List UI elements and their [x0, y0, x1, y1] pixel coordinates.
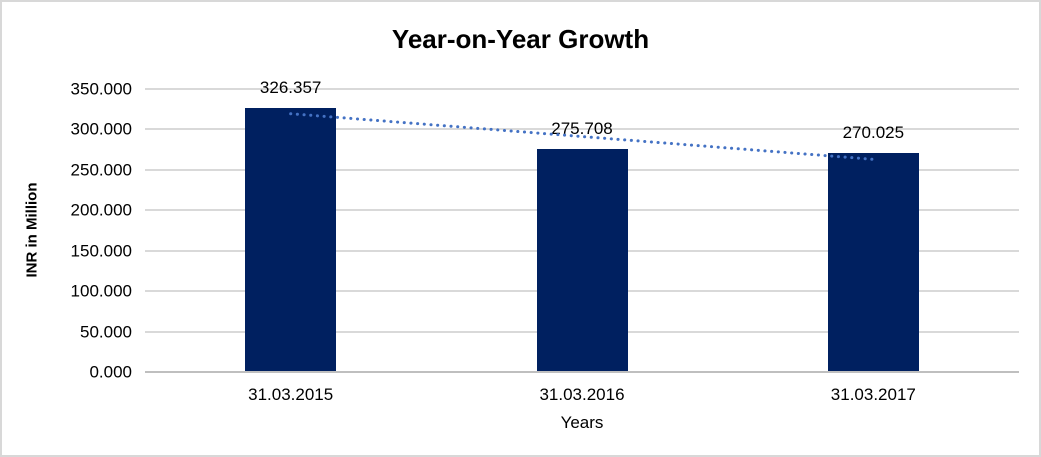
gridline [145, 87, 1019, 90]
y-axis-title: INR in Million [23, 182, 41, 278]
bar [827, 153, 919, 371]
y-tick-label: 50.000 [80, 322, 132, 341]
x-tick-label: 31.03.2015 [248, 385, 334, 404]
x-tick-label: 31.03.2017 [830, 385, 916, 404]
y-tick-label: 0.000 [89, 362, 132, 382]
y-tick-label: 200.000 [70, 200, 132, 220]
y-tick-label: 350.000 [70, 79, 132, 98]
bar-value-label: 275.708 [551, 118, 613, 138]
x-axis-line [145, 371, 1019, 373]
bar [536, 148, 628, 371]
y-tick-label: 300.000 [70, 119, 132, 139]
y-tick-label: 100.000 [70, 281, 132, 301]
bar-value-label: 270.025 [842, 123, 905, 143]
y-tick-label: 250.000 [70, 160, 132, 179]
bar [245, 107, 337, 371]
y-tick-label: 150.000 [70, 241, 132, 260]
x-axis-title: Years [560, 413, 604, 432]
x-tick-label: 31.03.2016 [539, 385, 625, 404]
bar-value-label: 326.357 [259, 77, 322, 97]
chart-title: Year-on-Year Growth [391, 24, 650, 54]
